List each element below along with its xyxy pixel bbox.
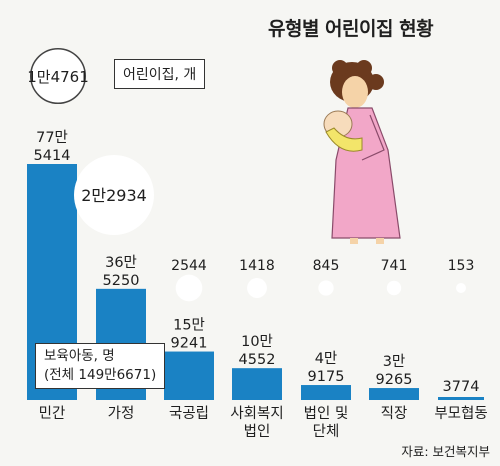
category-label-6: 부모협동 [434, 405, 487, 422]
bar-value-1: 36만 5250 [103, 254, 140, 289]
bar-5 [369, 388, 419, 400]
bar-value-2: 15만 9241 [171, 317, 208, 352]
source-note: 자료: 보건복지부 [401, 444, 490, 459]
legend-children: 보육아동, 명 (전체 149만6671) [35, 343, 166, 389]
legend-centers-value: 1만4761 [27, 68, 89, 86]
bar-value-3: 10만 4552 [239, 333, 276, 368]
center-circle-5 [386, 280, 402, 296]
bar-6 [438, 397, 484, 400]
category-label-1: 가정 [108, 405, 135, 422]
legend-children-label: 보육아동, 명 [44, 348, 115, 364]
bar-value-4: 4만 9175 [308, 350, 345, 385]
category-label-3: 사회복지 법인 [230, 405, 283, 440]
chart-title: 유형별 어린이집 현황 [268, 18, 434, 40]
legend-centers-label: 어린이집, 개 [123, 67, 197, 83]
bar-value-5: 3만 9265 [376, 353, 413, 388]
center-value-5: 741 [381, 258, 408, 274]
center-circle-4 [318, 280, 334, 296]
bar-value-6: 3774 [443, 379, 480, 395]
center-value-1: 2만2934 [81, 186, 147, 205]
category-label-4: 법인 및 단체 [304, 405, 349, 440]
center-circle-6 [456, 283, 466, 293]
center-circle-3 [247, 278, 267, 298]
mother-baby-illustration [323, 60, 401, 244]
center-circle-1 [74, 155, 154, 235]
bar-4 [301, 385, 351, 400]
bar-value-0: 77만 5414 [34, 129, 71, 164]
center-value-2: 2544 [171, 258, 207, 274]
category-label-2: 국공립 [169, 405, 209, 422]
center-circle-2 [175, 274, 203, 302]
center-value-6: 153 [448, 258, 475, 274]
bar-3 [232, 368, 282, 400]
center-value-4: 845 [313, 258, 340, 274]
legend-centers-circle [29, 47, 87, 105]
bar-2 [164, 351, 214, 400]
category-label-0: 민간 [39, 405, 66, 422]
legend-centers: 어린이집, 개 [114, 59, 206, 89]
center-value-3: 1418 [239, 258, 275, 274]
category-label-5: 직장 [381, 405, 408, 422]
legend-children-total: (전체 149만6671) [44, 367, 157, 383]
